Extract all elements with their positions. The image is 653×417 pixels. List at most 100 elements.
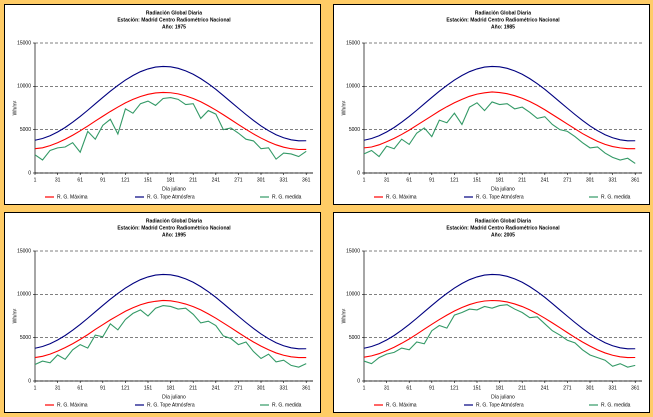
x-axis-label: Día juliano [491,186,515,192]
chart-annotation: Año: 1975 [162,24,186,30]
line-series [34,91,307,151]
x-axis-label: Día juliano [491,394,515,400]
x-tick-label: 211 [189,177,197,183]
legend-label: R. G. medida [272,402,302,408]
x-tick-label: 271 [563,177,572,183]
line-series [363,304,636,368]
x-tick-label: 241 [212,177,221,183]
x-tick-label: 211 [518,385,526,391]
y-tick-label: 0 [28,170,31,176]
x-tick-label: 121 [450,177,459,183]
x-tick-label: 1 [34,177,37,183]
chart-panel: Radiación Global Diaria Estación: Madrid … [4,4,321,205]
x-tick-label: 151 [473,177,482,183]
x-tick-label: 271 [234,385,243,391]
x-tick-label: 271 [234,177,243,183]
y-axis-label: Wh/m² [12,308,18,323]
legend-label: R. G. Máxima [57,402,88,408]
x-tick-label: 61 [406,177,412,183]
x-tick-label: 301 [257,385,266,391]
x-tick-label: 151 [144,177,153,183]
x-tick-label: 151 [473,385,482,391]
x-tick-label: 121 [121,385,130,391]
x-tick-label: 61 [77,385,83,391]
chart-title: Radiación Global Diaria [146,218,202,224]
legend-label: R. G. Máxima [386,402,417,408]
x-tick-label: 241 [541,385,550,391]
x-tick-label: 361 [302,385,311,391]
legend-label: R. G. Tope Atmósfera [476,402,524,408]
line-series [363,273,636,350]
x-tick-label: 151 [144,385,153,391]
x-tick-label: 31 [55,177,61,183]
x-axis-label: Día juliano [162,186,186,192]
line-series [34,299,307,359]
x-tick-label: 241 [212,385,221,391]
line-series [34,97,307,161]
x-tick-label: 331 [608,385,617,391]
chart-subtitle: Estación: Madrid Centro Radiométrico Nac… [117,17,231,23]
legend-label: R. G. Tope Atmósfera [147,402,195,408]
y-tick-label: 15000 [346,40,360,46]
x-axis-label: Día juliano [162,394,186,400]
x-tick-label: 361 [631,385,640,391]
line-series [363,91,636,150]
y-tick-label: 5000 [20,335,31,341]
legend-label: R. G. Tope Atmósfera [476,194,524,200]
x-tick-label: 1 [34,385,37,391]
x-tick-label: 1 [363,177,366,183]
x-tick-label: 301 [586,177,595,183]
x-tick-label: 121 [121,177,130,183]
x-tick-label: 361 [631,177,640,183]
x-tick-label: 91 [100,177,106,183]
chart-subtitle: Estación: Madrid Centro Radiométrico Nac… [446,225,560,231]
y-tick-label: 0 [28,378,31,384]
y-tick-label: 15000 [17,40,31,46]
chart-title: Radiación Global Diaria [475,10,531,16]
y-tick-label: 0 [357,378,360,384]
chart-panel: Radiación Global Diaria Estación: Madrid … [333,212,650,413]
x-tick-label: 301 [257,177,266,183]
y-tick-label: 10000 [346,292,360,298]
chart-annotation: Año: 2005 [491,232,515,238]
line-series [34,273,307,350]
chart-title: Radiación Global Diaria [475,218,531,224]
chart-subtitle: Estación: Madrid Centro Radiométrico Nac… [117,225,231,231]
x-tick-label: 181 [495,177,504,183]
y-tick-label: 5000 [349,127,360,133]
y-tick-label: 10000 [17,292,31,298]
x-tick-label: 61 [77,177,83,183]
x-tick-label: 91 [429,385,435,391]
y-axis-label: Wh/m² [341,100,347,115]
x-tick-label: 181 [166,385,175,391]
x-tick-label: 241 [541,177,550,183]
y-axis-label: Wh/m² [341,308,347,323]
y-tick-label: 15000 [346,248,360,254]
legend-label: R. G. medida [601,402,631,408]
line-series [363,101,636,164]
x-tick-label: 181 [495,385,504,391]
x-tick-label: 121 [450,385,459,391]
y-tick-label: 0 [357,170,360,176]
legend-label: R. G. Tope Atmósfera [147,194,195,200]
chart-annotation: Año: 1995 [162,232,186,238]
x-tick-label: 1 [363,385,366,391]
legend-label: R. G. medida [272,194,302,200]
x-tick-label: 211 [189,385,197,391]
line-series [363,65,636,142]
y-tick-label: 10000 [17,84,31,90]
x-tick-label: 271 [563,385,572,391]
chart-annotation: Año: 1985 [491,24,515,30]
legend-label: R. G. Máxima [57,194,88,200]
chart-panel: Radiación Global Diaria Estación: Madrid … [4,212,321,413]
line-series [34,305,307,368]
x-tick-label: 31 [384,385,390,391]
chart-subtitle: Estación: Madrid Centro Radiométrico Nac… [446,17,560,23]
x-tick-label: 331 [279,177,288,183]
x-tick-label: 61 [406,385,412,391]
x-tick-label: 361 [302,177,311,183]
